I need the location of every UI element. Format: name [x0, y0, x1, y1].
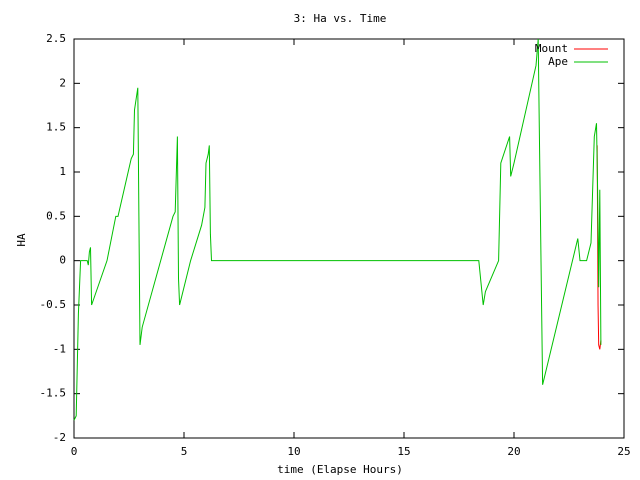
x-tick-label: 20	[507, 445, 520, 458]
y-tick-label: 2	[59, 76, 66, 89]
x-tick-label: 5	[181, 445, 188, 458]
y-axis-label: HA	[15, 233, 28, 247]
chart-title: 3: Ha vs. Time	[294, 12, 387, 25]
legend-label: Mount	[535, 42, 568, 55]
y-tick-label: 0.5	[46, 209, 66, 222]
plot-border	[73, 38, 625, 439]
y-tick-label: 2.5	[46, 32, 66, 45]
x-axis-label: time (Elapse Hours)	[277, 463, 403, 476]
y-tick-label: -2	[53, 431, 66, 444]
x-tick-label: 15	[397, 445, 410, 458]
x-tick-label: 10	[287, 445, 300, 458]
y-tick-label: 1	[59, 165, 66, 178]
x-tick-label: 25	[617, 445, 630, 458]
y-tick-label: 0	[59, 254, 66, 267]
y-tick-label: -1.5	[40, 387, 67, 400]
y-tick-label: -1	[53, 342, 66, 355]
series-line	[73, 38, 602, 421]
x-tick-label: 0	[71, 445, 78, 458]
y-tick-label: -0.5	[40, 298, 67, 311]
series-line	[596, 145, 602, 350]
y-tick-label: 1.5	[46, 121, 66, 134]
legend-label: Ape	[548, 55, 568, 68]
